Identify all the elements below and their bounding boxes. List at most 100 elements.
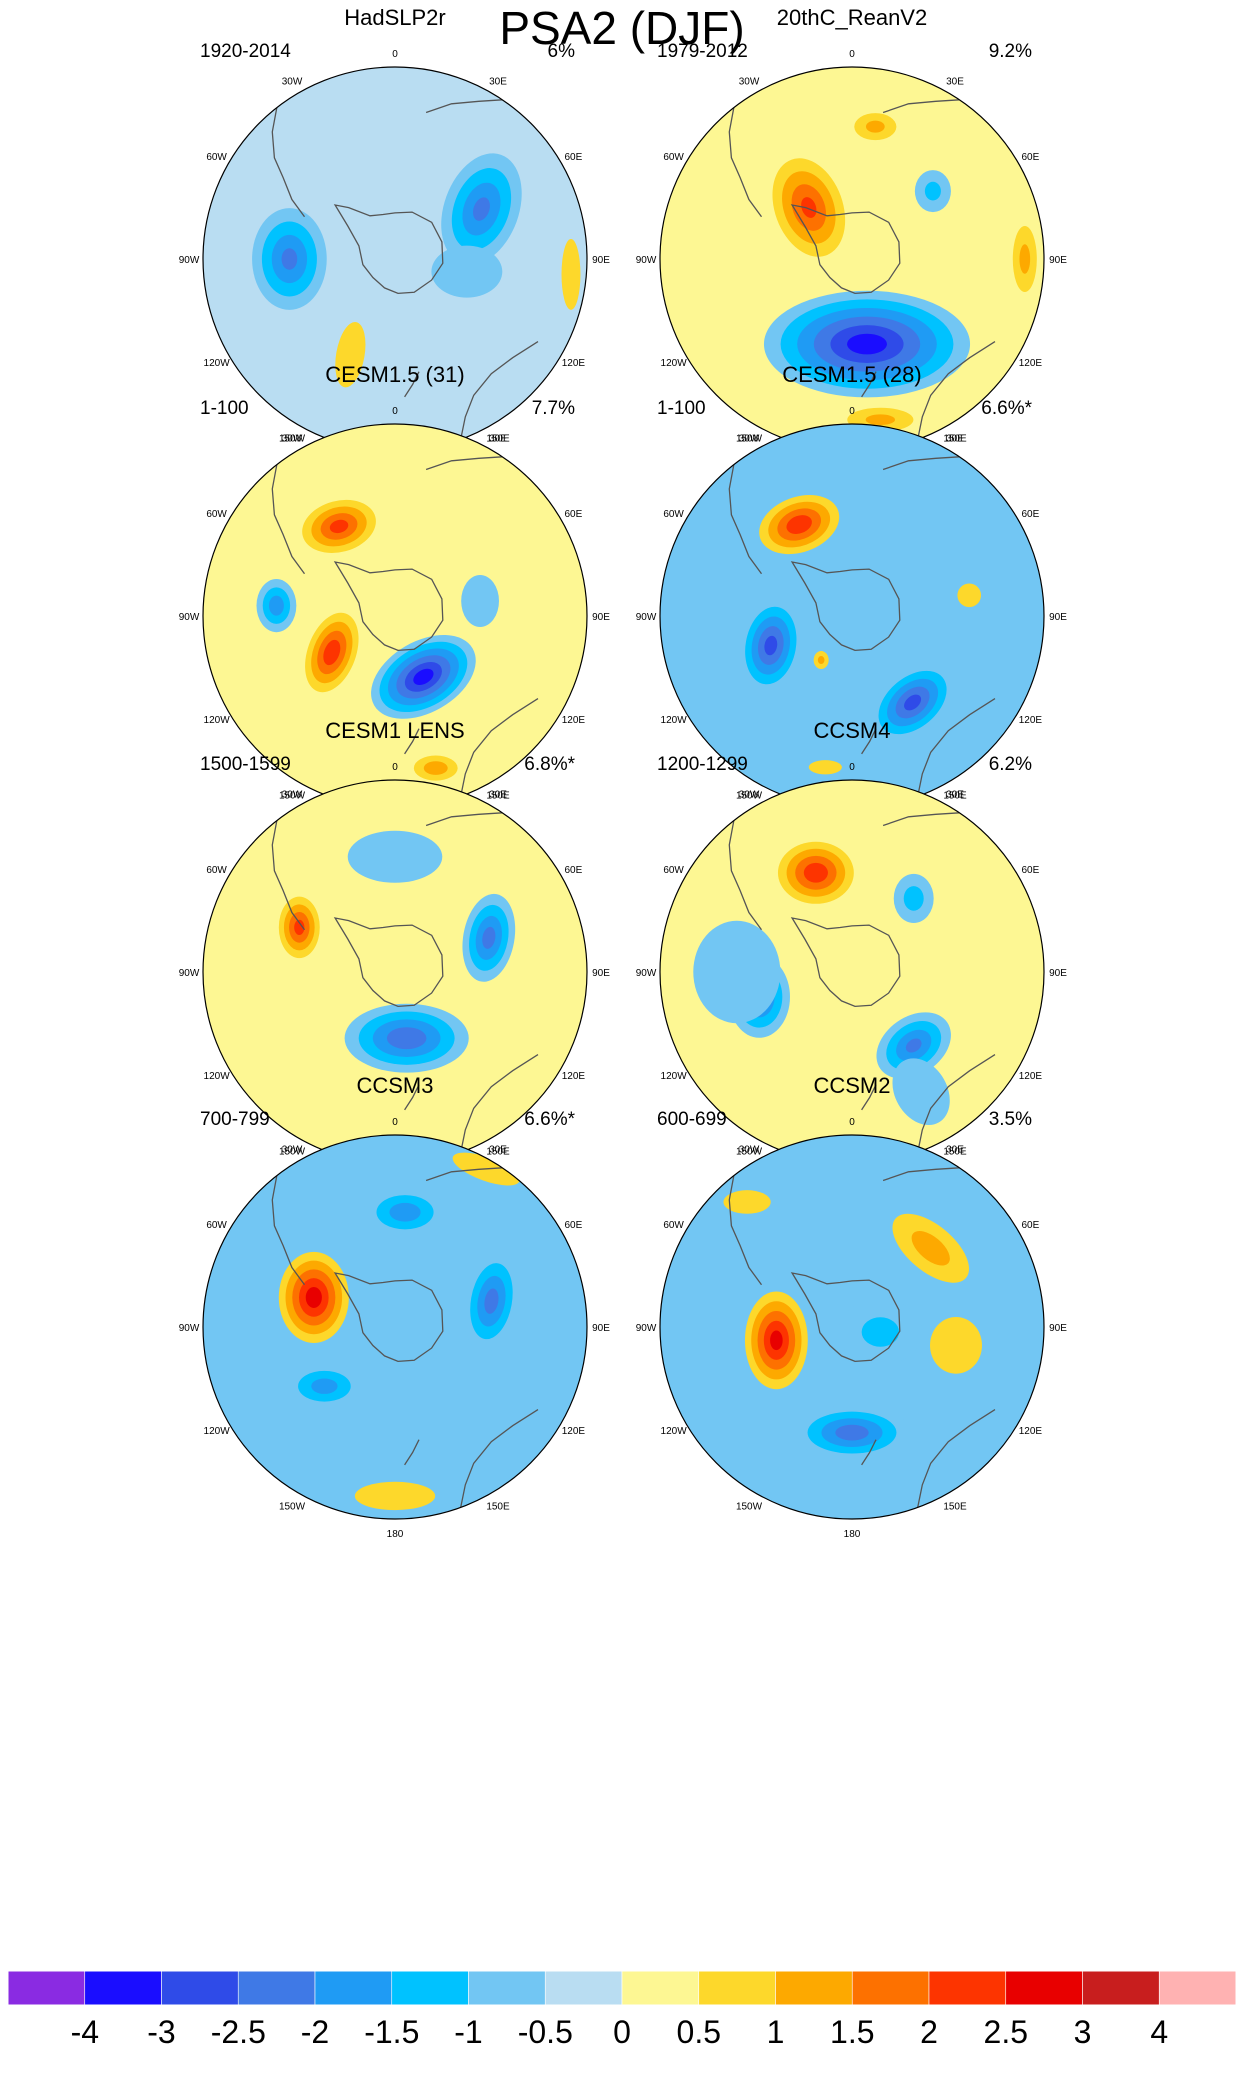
- longitude-label: 30W: [282, 77, 303, 88]
- colorbar-swatch: [1005, 1970, 1083, 2006]
- colorbar-tick-label: -2: [301, 2014, 329, 2050]
- high-anomaly-center: [777, 841, 854, 904]
- longitude-label: 120W: [661, 358, 688, 369]
- colorbar-tick-label: -2.5: [211, 2014, 266, 2050]
- coastlines: [271, 1167, 539, 1508]
- low-anomaly-center: [431, 245, 503, 298]
- panel-years: 600-699: [657, 1109, 727, 1130]
- colorbar-swatch: [621, 1970, 700, 2006]
- panel-variance-percent: 3.5%: [989, 1109, 1032, 1130]
- longitude-label: 0: [392, 762, 398, 773]
- map-panel: CCSM2 600-699 3.5% 0 30E 60E 90E 120E 150E 180 150…: [636, 1073, 1068, 1540]
- panel-variance-percent: 6.6%*: [981, 398, 1032, 419]
- colorbar-swatch: [698, 1970, 776, 2006]
- map-panel: CCSM3 700-799 6.6%* 0 30E 60E 90E 120E 150E 180 15…: [179, 1073, 611, 1540]
- map-panel: CESM1.5 (28) 1-100 6.6%* 0 30E 60E 90E 120E 150E…: [636, 362, 1068, 829]
- longitude-label: 120E: [562, 358, 586, 369]
- colorbar-swatch: [1082, 1970, 1160, 2006]
- longitude-label: 30E: [489, 77, 507, 88]
- coastline: [728, 1175, 763, 1286]
- colorbar-tick-label: -1.5: [364, 2014, 419, 2050]
- anomaly-field: [203, 780, 587, 1164]
- colorbar-tick-label: 0: [613, 2014, 631, 2050]
- colorbar-swatch: [468, 1970, 546, 2006]
- longitude-label: 30E: [946, 77, 964, 88]
- low-anomaly-center: [914, 170, 951, 213]
- colorbar-tick-label: 2: [920, 2014, 938, 2050]
- high-anomaly-center: [278, 896, 320, 959]
- coastline: [460, 1409, 539, 1508]
- longitude-label: 120W: [661, 1071, 688, 1082]
- longitude-label: 60E: [565, 509, 583, 520]
- panel-years: 1920-2014: [200, 41, 291, 62]
- colorbar-tick-label: 3: [1074, 2014, 1092, 2050]
- longitude-label: 120W: [204, 715, 231, 726]
- longitude-label: 30W: [282, 434, 303, 445]
- longitude-label: 120W: [661, 1426, 688, 1437]
- low-anomaly-center: [793, 1405, 911, 1461]
- coastline: [404, 1084, 420, 1111]
- longitude-label: 60E: [1022, 509, 1040, 520]
- low-anomaly-center: [838, 1298, 923, 1366]
- panel-title: CCSM3: [356, 1073, 433, 1098]
- longitude-label: 30E: [489, 790, 507, 801]
- contour-fill: [294, 919, 305, 936]
- coastline: [271, 820, 306, 931]
- contour-fill: [905, 1038, 922, 1053]
- panel-title: CCSM4: [813, 718, 890, 743]
- colorbar-swatch: [314, 1970, 393, 2006]
- contour-fill: [817, 656, 825, 665]
- contour-fill: [930, 1316, 982, 1374]
- colorbar-tick-label: -4: [71, 2014, 99, 2050]
- longitude-label: 90E: [1049, 612, 1067, 623]
- low-anomaly-center: [441, 153, 522, 265]
- panel-title: CESM1 LENS: [325, 718, 464, 743]
- longitude-label: 120W: [661, 715, 688, 726]
- longitude-label: 150W: [736, 433, 763, 444]
- longitude-label: 90E: [592, 1323, 610, 1334]
- longitude-label: 30W: [739, 1145, 760, 1156]
- high-anomaly-center: [561, 238, 581, 310]
- colorbar-tick-label: 1: [767, 2014, 785, 2050]
- panel-years: 700-799: [200, 1109, 270, 1130]
- longitude-label: 30W: [739, 434, 760, 445]
- contour-fill: [861, 1317, 900, 1347]
- field-background: [203, 424, 587, 808]
- longitude-label: 150E: [943, 1501, 967, 1512]
- low-anomaly-center: [893, 873, 934, 924]
- colorbar-tick-label: 2.5: [984, 2014, 1028, 2050]
- longitude-label: 30E: [946, 1145, 964, 1156]
- coastline: [333, 917, 444, 1008]
- coastline: [790, 917, 901, 1008]
- longitude-label: 150E: [486, 433, 510, 444]
- panel-variance-percent: 6%: [548, 41, 576, 62]
- contour-fill: [723, 1190, 771, 1214]
- contour-fill: [329, 519, 349, 534]
- longitude-label: 0: [392, 1117, 398, 1128]
- contour-fill: [911, 1231, 950, 1266]
- longitude-label: 60E: [565, 1220, 583, 1231]
- longitude-label: 90W: [636, 612, 657, 623]
- longitude-label: 150W: [279, 1501, 306, 1512]
- coastline: [917, 341, 996, 440]
- contour-fill: [354, 1481, 436, 1511]
- high-anomaly-center: [759, 495, 840, 555]
- longitude-label: 60E: [1022, 1220, 1040, 1231]
- longitude-label: 90W: [179, 612, 200, 623]
- longitude-label: 90E: [1049, 1323, 1067, 1334]
- coastlines: [728, 456, 996, 797]
- coastline: [882, 99, 960, 114]
- high-anomaly-center: [413, 755, 458, 781]
- high-anomaly-center: [930, 1316, 982, 1374]
- colorbar-swatch: [775, 1970, 853, 2006]
- contour-fill: [472, 197, 490, 221]
- coastline: [861, 1439, 877, 1466]
- coastline: [404, 1439, 420, 1466]
- coastline: [404, 728, 420, 755]
- longitude-label: 60W: [206, 509, 227, 520]
- longitude-label: 120W: [204, 1071, 231, 1082]
- contour-fill: [1019, 244, 1031, 274]
- panel-grid: HadSLP2r 1920-2014 6% 0 30E 60E 90E 120E 150E 180…: [179, 5, 1068, 1540]
- longitude-label: 120E: [562, 1071, 586, 1082]
- anomaly-field: [660, 424, 1044, 808]
